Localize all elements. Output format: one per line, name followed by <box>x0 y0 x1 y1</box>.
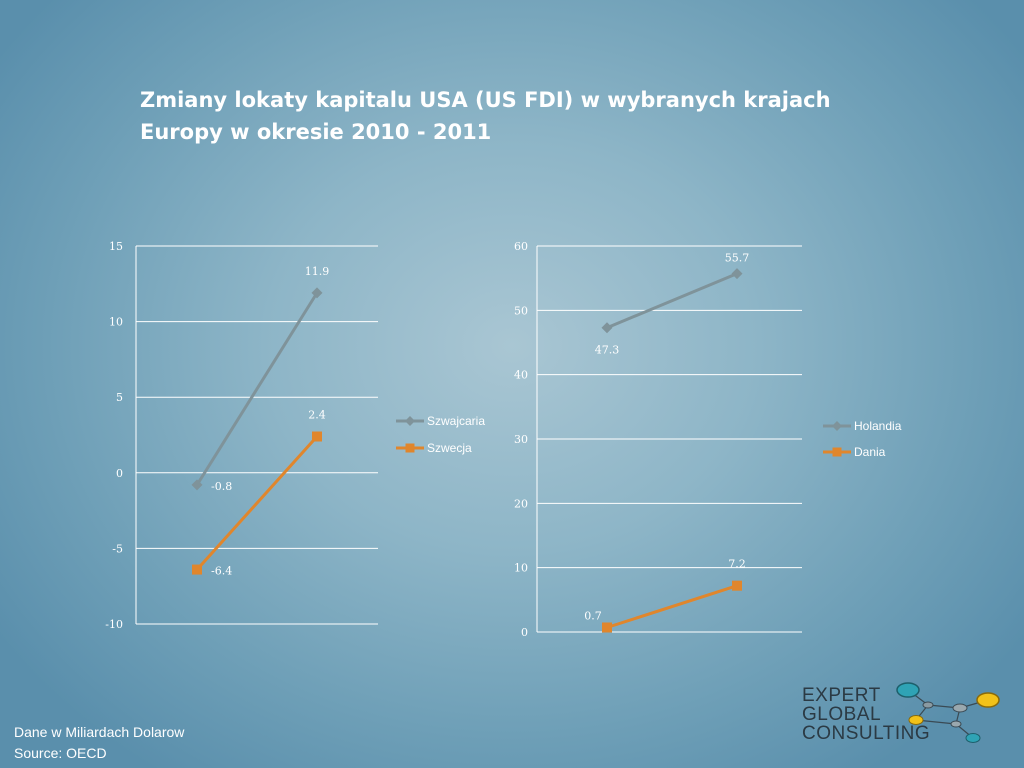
footer-notes: Dane w Miliardach Dolarow Source: OECD <box>14 722 184 764</box>
y-tick-label-1-40: 40 <box>514 369 528 382</box>
data-point-holandia-0 <box>601 322 613 334</box>
y-tick-label-1-50: 50 <box>514 304 528 317</box>
data-label-dania-0: 0.7 <box>584 609 602 622</box>
data-point-szwecja-1 <box>312 431 322 442</box>
y-tick-label-0-15: 15 <box>109 240 123 253</box>
data-point-holandia-1 <box>731 268 743 280</box>
data-label-dania-1: 7.2 <box>728 558 746 571</box>
logo-line-3: CONSULTING <box>802 723 931 744</box>
logo-line-1: EXPERT <box>802 685 881 706</box>
legend-marker-szwecja <box>405 443 415 453</box>
logo-line-2: GLOBAL <box>802 704 882 725</box>
legend-marker-holandia <box>832 421 842 431</box>
y-tick-label-1-20: 20 <box>514 497 528 510</box>
y-tick-label-0--5: -5 <box>112 542 123 555</box>
series-line-holandia <box>606 272 738 330</box>
y-tick-label-0-0: 0 <box>116 467 123 480</box>
data-point-dania-0 <box>602 622 612 633</box>
series-line-szwecja <box>195 435 319 571</box>
legend-marker-dania <box>832 447 842 457</box>
data-unit-note: Dane w Miliardach Dolarow <box>14 724 185 740</box>
legend-label-szwajcaria: Szwajcaria <box>427 414 485 428</box>
data-label-szwecja-0: -6.4 <box>211 565 232 578</box>
legend-label-szwecja: Szwecja <box>427 441 472 455</box>
data-label-szwajcaria-1: 11.9 <box>305 265 330 278</box>
data-point-dania-1 <box>732 580 742 591</box>
data-point-szwajcaria-1 <box>311 287 323 299</box>
y-tick-label-1-10: 10 <box>514 562 528 575</box>
title-line-1: Zmiany lokaty kapitalu USA (US FDI) w wy… <box>140 88 831 112</box>
data-point-szwecja-0 <box>192 564 202 575</box>
y-tick-label-1-60: 60 <box>514 240 528 253</box>
data-label-holandia-0: 47.3 <box>595 344 620 357</box>
data-label-szwajcaria-0: -0.8 <box>211 480 232 493</box>
series-line-dania <box>606 584 738 629</box>
series-line-szwajcaria <box>195 292 319 486</box>
title-line-2: Europy w okresie 2010 - 2011 <box>140 120 492 144</box>
data-label-holandia-1: 55.7 <box>725 252 750 265</box>
y-tick-label-1-30: 30 <box>514 433 528 446</box>
network-nodes-icon <box>896 682 1000 743</box>
legend-label-holandia: Holandia <box>854 419 902 433</box>
y-tick-label-0--10: -10 <box>105 618 123 631</box>
y-tick-label-1-0: 0 <box>521 626 528 639</box>
page-title: Zmiany lokaty kapitalu USA (US FDI) w wy… <box>140 84 840 148</box>
data-label-szwecja-1: 2.4 <box>308 409 326 422</box>
legend-marker-szwajcaria <box>405 416 415 426</box>
data-point-szwajcaria-0 <box>191 479 203 491</box>
logo-text: EXPERT GLOBAL CONSULTING <box>802 686 930 743</box>
y-tick-label-0-5: 5 <box>116 391 123 404</box>
legend-label-dania: Dania <box>854 445 886 459</box>
data-source: Source: OECD <box>14 745 107 761</box>
company-logo: EXPERT GLOBAL CONSULTING <box>798 680 1008 750</box>
y-tick-label-0-10: 10 <box>109 316 123 329</box>
